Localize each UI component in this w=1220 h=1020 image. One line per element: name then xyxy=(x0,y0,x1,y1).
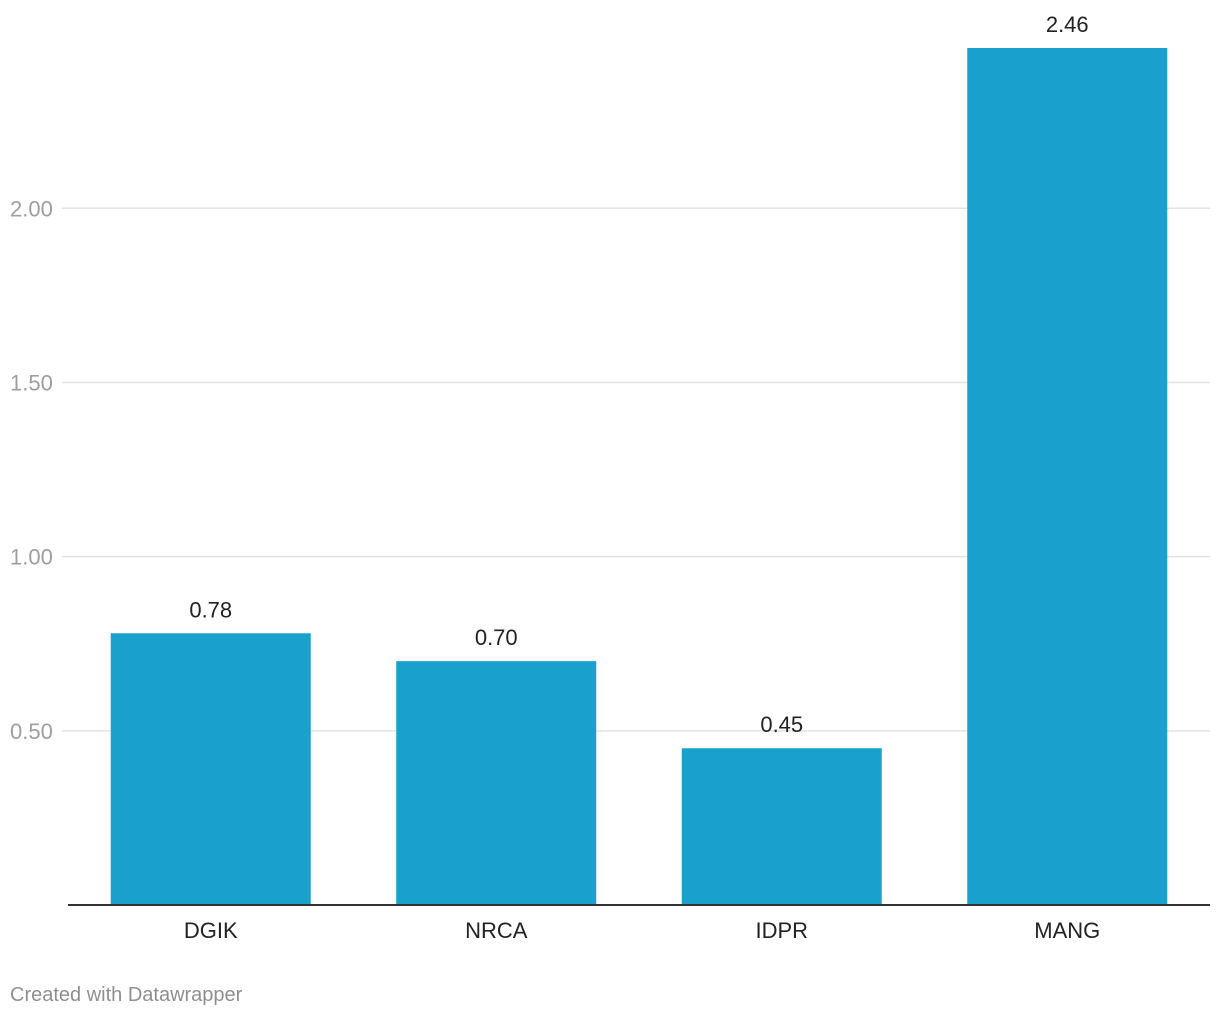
y-tick-label: 1.50 xyxy=(10,370,53,395)
x-category-label: NRCA xyxy=(465,918,528,943)
bar-chart: 0.50 1.00 1.50 2.00 0.78 DGIK 0.70 NRCA 0.45 IDP… xyxy=(6,12,1210,943)
bars xyxy=(110,48,1168,905)
tick-label-background xyxy=(6,366,62,397)
x-category-label: MANG xyxy=(1034,918,1100,943)
y-tick-label: 1.00 xyxy=(10,545,53,570)
x-category-label: IDPR xyxy=(755,918,808,943)
value-label: 0.70 xyxy=(475,625,518,650)
y-tick-label: 0.50 xyxy=(10,719,53,744)
labels: 0.78 DGIK 0.70 NRCA 0.45 IDPR 2.46 MANG xyxy=(184,12,1100,943)
x-category-label: DGIK xyxy=(184,918,238,943)
y-tick-label: 2.00 xyxy=(10,196,53,221)
tick-label-background xyxy=(6,540,62,571)
tick-label-background xyxy=(6,192,62,223)
bar-idpr xyxy=(681,748,882,905)
bar-dgik xyxy=(110,633,311,905)
value-label: 0.45 xyxy=(760,712,803,737)
bar-mang xyxy=(967,48,1168,905)
tick-label-background xyxy=(6,714,62,745)
value-label: 0.78 xyxy=(189,597,232,622)
value-label: 2.46 xyxy=(1046,12,1089,37)
footer-credit: Created with Datawrapper xyxy=(10,984,243,1006)
bar-nrca xyxy=(396,661,597,905)
